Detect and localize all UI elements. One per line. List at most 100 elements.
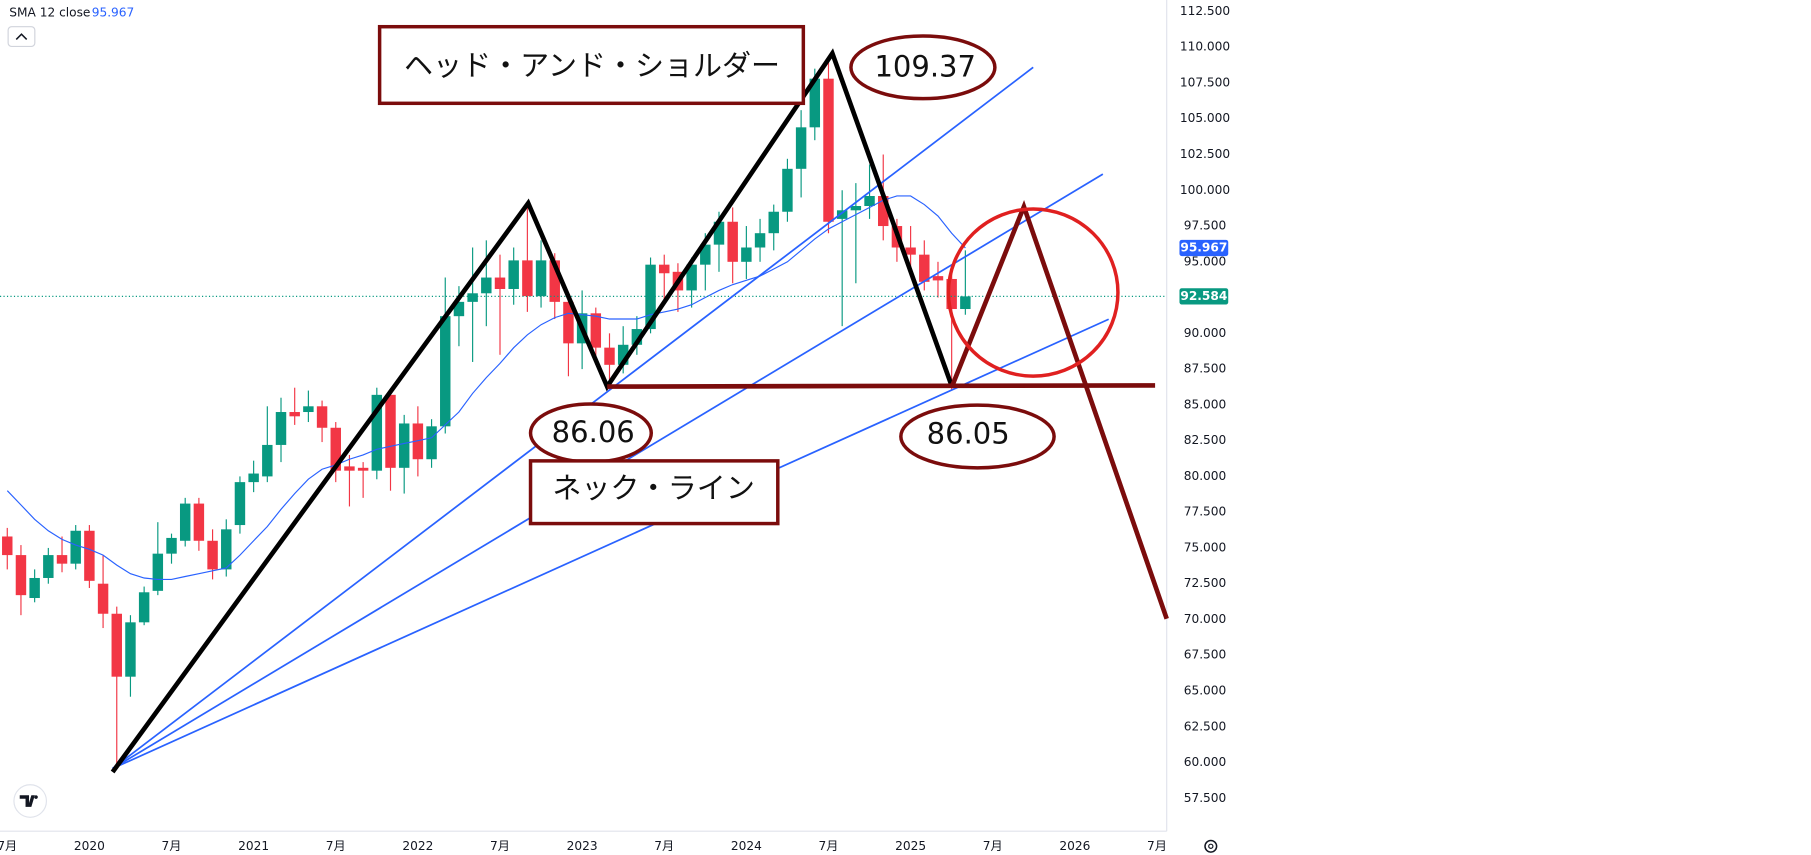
candle-body xyxy=(412,423,424,460)
indicator-value: 95.967 xyxy=(92,5,135,19)
candle-body xyxy=(440,316,451,427)
candle-body xyxy=(453,301,465,317)
candle-body xyxy=(741,247,752,262)
candle-body xyxy=(371,394,383,471)
y-tick-label: 100.000 xyxy=(1180,183,1230,197)
candle-body xyxy=(166,537,177,554)
candle-body xyxy=(754,233,766,248)
y-tick-label: 97.500 xyxy=(1184,219,1227,233)
candle-body xyxy=(97,583,109,614)
candle-body xyxy=(494,277,506,289)
sma-price-label: 95.967 xyxy=(1180,240,1227,254)
candle-body xyxy=(686,264,697,291)
y-tick-label: 77.500 xyxy=(1184,505,1227,519)
collapse-icon xyxy=(15,33,28,41)
x-tick-label: 2026 xyxy=(1059,839,1090,853)
candle-body xyxy=(727,221,738,262)
candle-body xyxy=(152,553,164,591)
neckline-label: ネック・ライン xyxy=(552,471,755,505)
candle-body xyxy=(398,423,410,468)
candle-body xyxy=(823,78,834,222)
x-tick-label: 2021 xyxy=(238,839,269,853)
y-tick-label: 107.500 xyxy=(1180,75,1230,89)
y-tick-label: 67.500 xyxy=(1184,648,1227,662)
candle-body xyxy=(15,555,27,596)
projection-line xyxy=(949,199,1169,620)
candle-body xyxy=(905,247,916,255)
logo xyxy=(13,784,48,818)
candle-body xyxy=(946,278,957,310)
y-tick-label: 85.000 xyxy=(1184,397,1227,411)
candle-body xyxy=(795,127,807,169)
y-tick-label: 72.500 xyxy=(1184,576,1227,590)
candle-body xyxy=(659,264,670,274)
candle-body xyxy=(357,467,369,471)
candle-body xyxy=(426,426,437,460)
x-tick-label: 2020 xyxy=(74,839,105,853)
x-tick-label: 7月 xyxy=(162,839,182,853)
candle-body xyxy=(179,503,191,541)
candle-body xyxy=(508,260,519,289)
candle-body xyxy=(850,206,862,211)
close-price-label: 92.584 xyxy=(1180,289,1227,303)
candle-body xyxy=(207,540,218,570)
label-ellipse xyxy=(849,34,997,101)
candle-body xyxy=(289,412,300,417)
candle-body xyxy=(522,260,533,297)
candle-body xyxy=(563,301,574,344)
candle-body xyxy=(275,412,287,445)
candle-body xyxy=(549,260,560,302)
x-tick-label: 7月 xyxy=(819,839,839,853)
y-tick-label: 110.000 xyxy=(1180,40,1230,54)
candle-body xyxy=(645,264,656,330)
y-tick-label: 105.000 xyxy=(1180,111,1230,125)
candle-body xyxy=(84,530,95,581)
y-tick-label: 87.500 xyxy=(1184,362,1227,376)
y-tick-label: 95.000 xyxy=(1184,254,1227,268)
candle-body xyxy=(344,466,355,471)
x-tick-label: 7月 xyxy=(983,839,1003,853)
trend-line xyxy=(112,318,1110,770)
drawings xyxy=(110,24,1169,774)
y-tick-label: 80.000 xyxy=(1184,469,1227,483)
candle-body xyxy=(248,473,259,483)
candle-body xyxy=(617,344,629,365)
candle-body xyxy=(535,260,547,297)
candle-body xyxy=(138,592,150,623)
candle-body xyxy=(2,536,13,556)
left-low-label: 86.06 xyxy=(552,415,635,449)
close-price-tag xyxy=(1179,288,1229,305)
candle-body xyxy=(316,406,328,428)
candle-body xyxy=(262,444,273,477)
y-tick-label: 90.000 xyxy=(1184,326,1227,340)
neckline xyxy=(607,383,1156,389)
indicator-name: SMA 12 close xyxy=(9,5,90,19)
candle-body xyxy=(878,195,889,227)
x-tick-label: 7月 xyxy=(654,839,674,853)
x-tick-label: 2025 xyxy=(895,839,926,853)
collapse-button[interactable] xyxy=(7,26,36,48)
candle-body xyxy=(713,221,725,245)
candle-body xyxy=(604,347,615,365)
candle-body xyxy=(836,210,848,219)
candle-body xyxy=(56,555,68,564)
x-tick-label: 7月 xyxy=(0,839,17,853)
x-tick-label: 2022 xyxy=(402,839,433,853)
candle-body xyxy=(70,530,81,564)
sma-price-tag xyxy=(1179,239,1229,257)
candle-body xyxy=(864,195,875,207)
label-box xyxy=(377,24,806,106)
settings-button[interactable] xyxy=(1204,839,1218,853)
candle-body xyxy=(768,211,779,234)
y-tick-label: 112.500 xyxy=(1180,4,1230,18)
candle-body xyxy=(125,622,136,677)
candle-body xyxy=(43,555,54,578)
candle-body xyxy=(330,427,341,471)
candle-body xyxy=(782,168,793,212)
sma-line xyxy=(6,195,966,580)
x-tick-label: 2023 xyxy=(567,839,598,853)
x-tick-label: 7月 xyxy=(490,839,510,853)
y-tick-label: 82.500 xyxy=(1184,433,1227,447)
candle-body xyxy=(481,277,492,294)
